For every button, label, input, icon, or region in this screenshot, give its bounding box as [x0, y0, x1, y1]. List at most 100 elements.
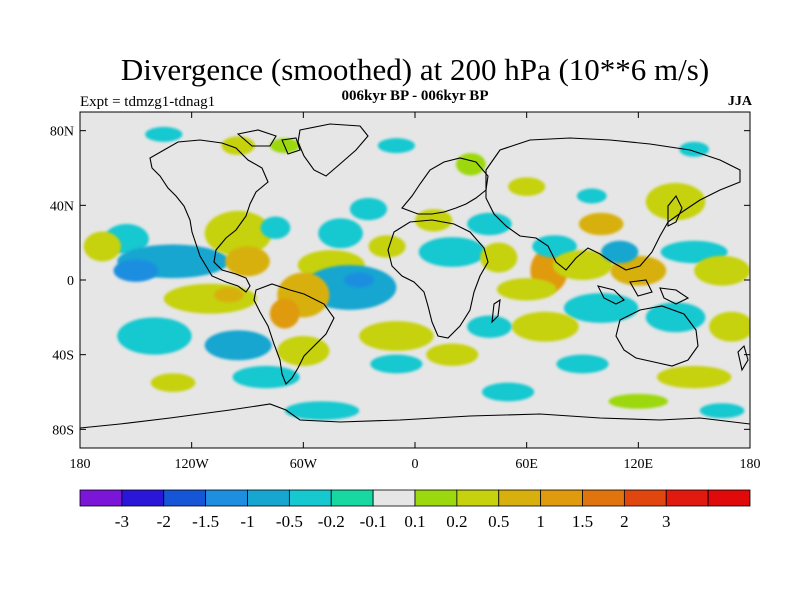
colorbar-label: -0.1 — [360, 512, 387, 531]
colorbar-swatch — [456, 489, 500, 507]
colorbar-swatch — [623, 489, 667, 507]
field-blob — [467, 212, 512, 236]
coastline-asia — [485, 137, 741, 271]
field-blob — [709, 311, 750, 342]
field-blob — [608, 393, 669, 409]
x-tick-label: 180 — [740, 457, 761, 472]
coastline-antarctica — [80, 403, 750, 429]
field-blob — [277, 336, 330, 366]
colorbar: -3 -2 -1.5 -1 -0.5 -0.2 -0.1 0.1 0.2 0.5 1 1.5 2 3 — [79, 489, 751, 531]
field-blob — [284, 401, 360, 420]
colorbar-swatch — [707, 489, 751, 507]
field-blob — [359, 321, 434, 351]
field-blob — [556, 354, 609, 374]
colorbar-swatch — [414, 489, 458, 507]
y-tick-label: 80S — [52, 423, 74, 438]
field-blob — [532, 235, 577, 258]
colorbar-swatch — [121, 489, 165, 507]
x-tick-label: 120W — [175, 457, 210, 472]
field-blob — [344, 272, 375, 288]
colorbar-swatch — [665, 489, 709, 507]
field-blob — [370, 354, 423, 374]
field-blob — [368, 235, 406, 258]
coastline-africa — [387, 219, 489, 339]
field-blob — [578, 212, 624, 236]
field-blob — [455, 153, 486, 176]
field-blob — [377, 138, 415, 154]
field-blob — [610, 255, 667, 286]
chart-subtitle: 006kyr BP - 006kyr BP — [341, 88, 489, 104]
field-blob — [204, 330, 272, 361]
y-tick-label: 40N — [50, 199, 74, 214]
field-blob — [349, 197, 388, 221]
colorbar-label: 2 — [620, 512, 629, 531]
field-blob — [482, 382, 535, 402]
colorbar-label: 0.2 — [446, 512, 467, 531]
field-blob — [467, 315, 512, 338]
x-tick-label: 120E — [624, 457, 654, 472]
y-tick-label: 80N — [50, 125, 74, 140]
x-tick-label: 60E — [515, 457, 538, 472]
colorbar-swatch — [247, 489, 290, 507]
field-blob — [260, 216, 291, 239]
field-blob — [656, 365, 732, 389]
field-blob — [163, 283, 257, 314]
y-tick-label: 40S — [52, 349, 74, 364]
field-blob — [113, 259, 159, 282]
field-blob — [645, 302, 706, 333]
field-blob — [645, 182, 706, 221]
field-blob — [83, 231, 121, 262]
field-blob — [221, 136, 255, 155]
coastlines — [80, 123, 750, 429]
x-tick-label: 60W — [290, 457, 318, 472]
colorbar-swatch — [163, 489, 207, 507]
coastline-japan — [667, 194, 683, 227]
colorbar-label: -2 — [157, 512, 171, 531]
divergence-field — [83, 126, 750, 420]
colorbar-label: 0.5 — [488, 512, 509, 531]
field-blob — [679, 141, 710, 157]
field-blob — [601, 240, 639, 264]
season-label: JJA — [727, 94, 752, 109]
colorbar-swatch — [79, 489, 123, 507]
colorbar-label: -0.2 — [318, 512, 345, 531]
coastline-new-zealand — [737, 344, 749, 372]
colorbar-label: -0.5 — [276, 512, 303, 531]
x-tick-label: 0 — [412, 457, 419, 472]
field-blob — [204, 210, 272, 256]
chart-title: Divergence (smoothed) at 200 hPa (10**6 … — [120, 52, 710, 87]
colorbar-swatch — [498, 489, 542, 507]
y-tick-label: 0 — [67, 274, 74, 289]
colorbar-swatch — [330, 489, 374, 507]
coastline-greenland — [297, 123, 369, 177]
axes: 180 120W 60W 0 60E 120E 180 80N 40N 0 40S 80S — [50, 112, 761, 472]
colorbar-swatch — [205, 489, 248, 507]
field-blob — [694, 255, 750, 286]
field-blob — [480, 242, 518, 273]
coastline-europe — [401, 157, 489, 215]
colorbar-label: -3 — [115, 512, 129, 531]
field-blob — [496, 278, 557, 301]
coastline-indonesia — [596, 279, 690, 305]
field-blob — [117, 317, 192, 355]
field-blob — [269, 298, 300, 329]
colorbar-label: 0.1 — [404, 512, 425, 531]
colorbar-label: 3 — [662, 512, 671, 531]
field-blob — [214, 287, 244, 303]
colorbar-swatch — [540, 489, 583, 507]
x-tick-label: 180 — [70, 457, 91, 472]
field-blob — [576, 188, 607, 204]
colorbar-label: -1 — [240, 512, 254, 531]
field-blob — [145, 126, 183, 142]
field-blob — [699, 403, 745, 419]
coastline-south-america — [253, 283, 335, 385]
field-blob — [232, 365, 300, 389]
field-blob — [150, 373, 196, 392]
coastline-australia — [615, 305, 699, 367]
field-blob — [418, 237, 486, 267]
field-blob — [225, 246, 270, 277]
colorbar-swatch — [372, 489, 416, 507]
coastline-north-america — [149, 139, 269, 293]
experiment-label: Expt = tdmzg1-tdnag1 — [80, 94, 216, 110]
